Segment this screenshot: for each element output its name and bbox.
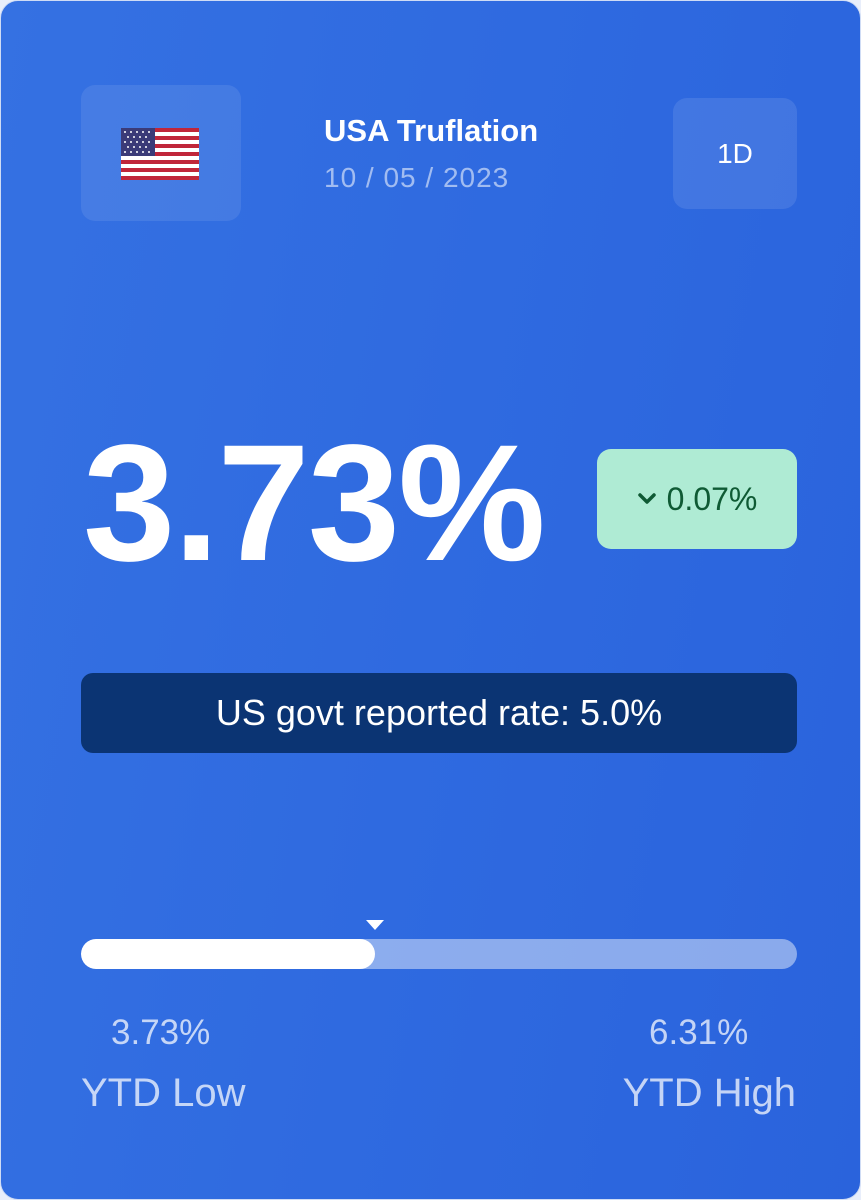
- date: 10 / 05 / 2023: [324, 162, 510, 193]
- down-chevron: [637, 493, 656, 504]
- flag-box: [81, 85, 241, 221]
- ytd-high-value: 6.31%: [649, 1013, 749, 1052]
- change-value: 0.07%: [666, 480, 758, 517]
- range-marker: [365, 920, 384, 930]
- range-fill: [81, 939, 375, 969]
- ytd-low-value: 3.73%: [111, 1013, 211, 1052]
- us-flag: [121, 128, 199, 180]
- govt-rate: US govt reported rate: 5.0%: [81, 673, 797, 753]
- ytd-high-label: YTD High: [622, 1071, 796, 1115]
- change-badge: 0.07%: [597, 449, 797, 549]
- ytd-low-label: YTD Low: [81, 1071, 246, 1115]
- title: USA Truflation: [324, 113, 539, 148]
- current-rate: 3.73%: [83, 411, 546, 596]
- range-track: [81, 939, 797, 969]
- period-button[interactable]: 1D: [673, 98, 797, 209]
